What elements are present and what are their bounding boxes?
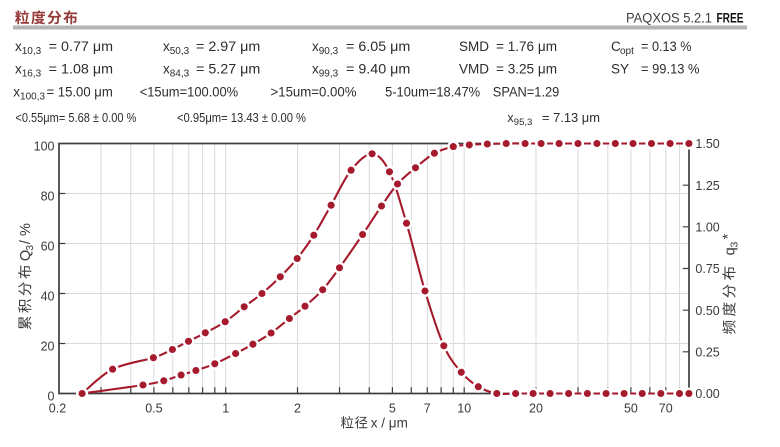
svg-text:5: 5 — [389, 402, 396, 416]
svg-text:0: 0 — [48, 390, 55, 404]
svg-text:95,3: 95,3 — [514, 117, 533, 128]
svg-text:*: * — [720, 233, 736, 239]
svg-text:0.25: 0.25 — [695, 345, 719, 359]
svg-text:FREE: FREE — [717, 11, 744, 26]
svg-text:0.2: 0.2 — [49, 402, 66, 416]
svg-text:50,3: 50,3 — [170, 46, 190, 57]
svg-text:1.25: 1.25 — [695, 179, 719, 193]
svg-text:100,3: 100,3 — [20, 91, 45, 102]
svg-text:x: x — [15, 62, 22, 77]
svg-text:x: x — [312, 39, 319, 54]
svg-text:q: q — [722, 247, 738, 255]
svg-text:= 99.13 %: = 99.13 % — [641, 62, 700, 77]
svg-text:opt: opt — [620, 46, 634, 57]
svg-text:1.00: 1.00 — [695, 220, 719, 234]
svg-text:x: x — [312, 62, 319, 77]
svg-text:0.00: 0.00 — [695, 387, 719, 401]
svg-text:0.50: 0.50 — [695, 304, 719, 318]
svg-text:= 15.00 μm: = 15.00 μm — [47, 84, 113, 99]
svg-text:0.75: 0.75 — [695, 262, 719, 276]
svg-text:x: x — [163, 39, 170, 54]
svg-text:60: 60 — [41, 240, 55, 254]
svg-text:16,3: 16,3 — [22, 69, 42, 80]
svg-text:50: 50 — [624, 402, 638, 416]
svg-text:= 2.97 μm: = 2.97 μm — [196, 39, 260, 54]
svg-text:20: 20 — [529, 402, 543, 416]
svg-text:/ %: / % — [18, 223, 34, 244]
svg-text:3: 3 — [728, 242, 740, 248]
svg-text:10: 10 — [457, 402, 471, 416]
svg-text:100: 100 — [34, 140, 55, 154]
svg-text:Q: Q — [18, 250, 34, 261]
svg-text:= 0.77 μm: = 0.77 μm — [49, 39, 113, 54]
svg-text:= 5.27 μm: = 5.27 μm — [196, 62, 260, 77]
svg-text:SY: SY — [611, 62, 629, 77]
svg-text:1: 1 — [222, 402, 229, 416]
svg-text:7: 7 — [424, 402, 431, 416]
svg-text:84,3: 84,3 — [170, 69, 190, 80]
svg-text:= 1.76 μm: = 1.76 μm — [496, 39, 557, 54]
svg-text:= 1.08 μm: = 1.08 μm — [49, 62, 113, 77]
svg-text:x: x — [13, 84, 20, 99]
svg-text:10,3: 10,3 — [22, 46, 42, 57]
svg-text:= 3.25 μm: = 3.25 μm — [496, 62, 557, 77]
svg-text:PAQXOS 5.2.1: PAQXOS 5.2.1 — [626, 11, 712, 26]
svg-text:SPAN=1.29: SPAN=1.29 — [493, 84, 560, 99]
svg-text:x: x — [507, 111, 514, 125]
svg-text:90,3: 90,3 — [319, 46, 339, 57]
svg-text:5-10um=18.47%: 5-10um=18.47% — [385, 84, 480, 99]
svg-text:= 0.13 %: = 0.13 % — [641, 39, 692, 54]
svg-text:= 6.05 μm: = 6.05 μm — [346, 39, 410, 54]
svg-text:= 9.40 μm: = 9.40 μm — [346, 62, 410, 77]
svg-text:C: C — [611, 39, 621, 54]
svg-text:70: 70 — [659, 402, 673, 416]
svg-text:<15um=100.00%: <15um=100.00% — [140, 84, 239, 99]
svg-text:= 7.13 μm: = 7.13 μm — [542, 111, 600, 125]
svg-text:0.5: 0.5 — [145, 402, 162, 416]
svg-text:SMD: SMD — [459, 39, 489, 54]
svg-text:x: x — [163, 62, 170, 77]
svg-text:40: 40 — [41, 290, 55, 304]
svg-text:VMD: VMD — [459, 62, 489, 77]
svg-text:80: 80 — [41, 190, 55, 204]
svg-text:<0.95μm= 13.43 ± 0.00 %: <0.95μm= 13.43 ± 0.00 % — [177, 111, 306, 125]
svg-text:2: 2 — [294, 402, 301, 416]
svg-text:3: 3 — [24, 245, 36, 251]
svg-text:x / μm: x / μm — [371, 416, 408, 431]
svg-text:99,3: 99,3 — [319, 69, 339, 80]
svg-text:<0.55μm= 5.68 ± 0.00 %: <0.55μm= 5.68 ± 0.00 % — [15, 111, 136, 125]
svg-text:20: 20 — [41, 340, 55, 354]
svg-text:>15um=0.00%: >15um=0.00% — [271, 84, 357, 99]
svg-text:1.50: 1.50 — [695, 137, 719, 151]
svg-text:x: x — [15, 39, 22, 54]
